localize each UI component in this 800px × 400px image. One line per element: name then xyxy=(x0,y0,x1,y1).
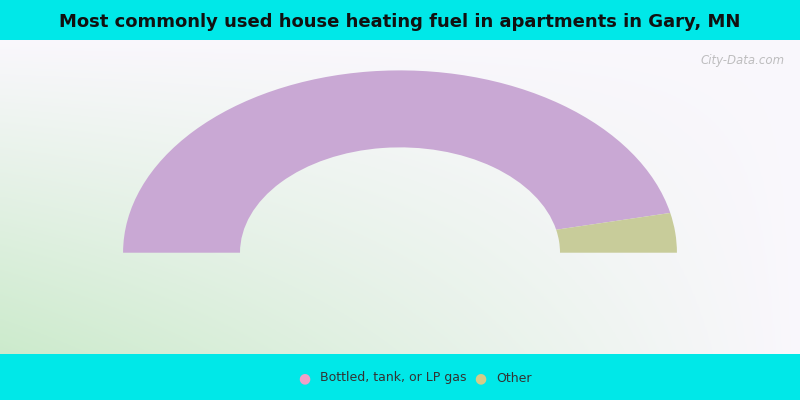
Text: Other: Other xyxy=(496,372,531,384)
Wedge shape xyxy=(123,70,670,253)
Text: Bottled, tank, or LP gas: Bottled, tank, or LP gas xyxy=(320,372,466,384)
Wedge shape xyxy=(556,213,677,253)
Text: Most commonly used house heating fuel in apartments in Gary, MN: Most commonly used house heating fuel in… xyxy=(59,13,741,31)
Text: ●: ● xyxy=(298,371,310,385)
Text: ●: ● xyxy=(474,371,486,385)
Text: City-Data.com: City-Data.com xyxy=(701,54,785,67)
